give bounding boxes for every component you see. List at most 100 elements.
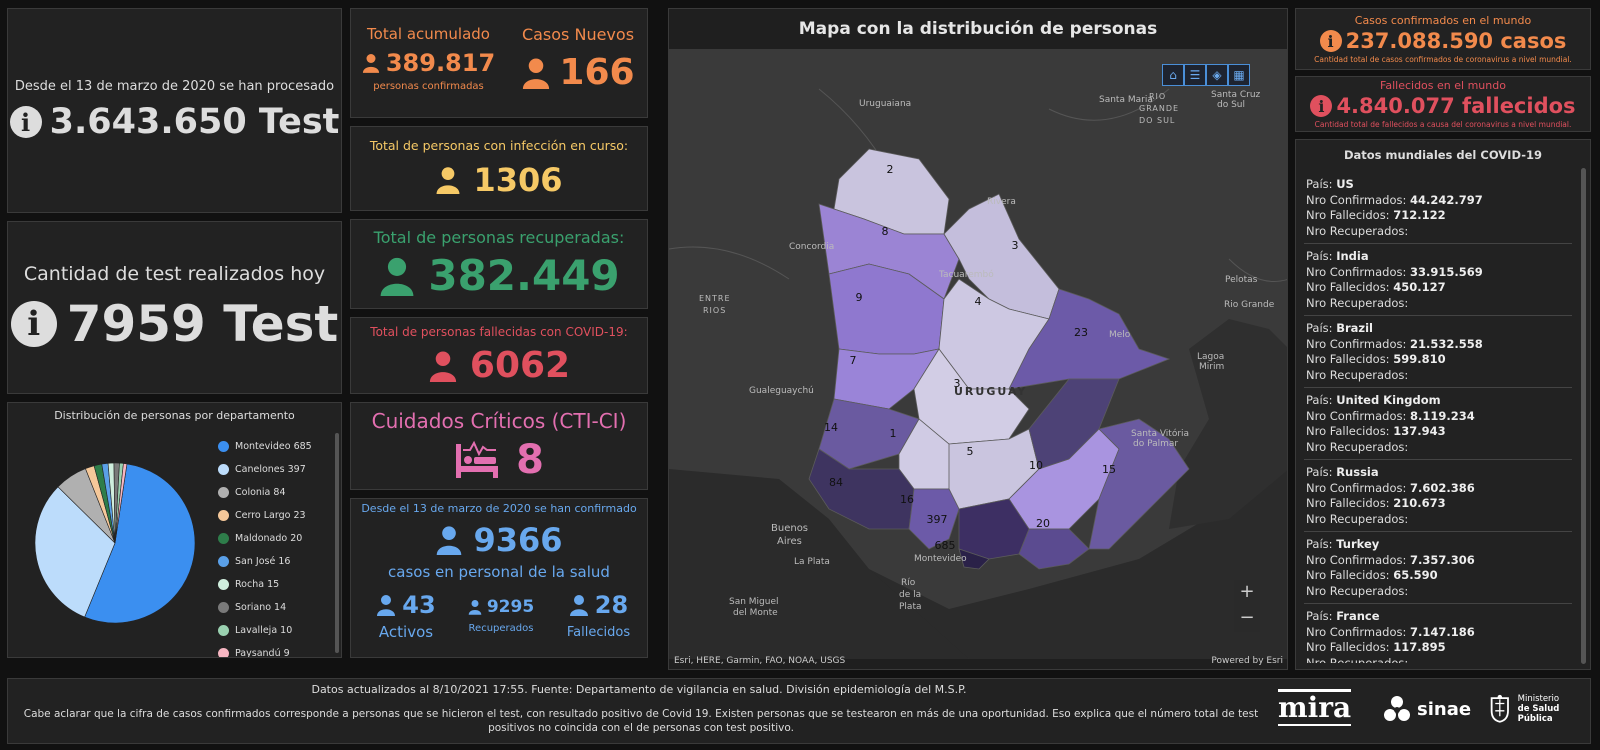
zoom-in-button[interactable]: + — [1234, 580, 1260, 606]
country-item[interactable]: País: Russia Nro Confirmados: 7.602.386 Nr… — [1304, 460, 1572, 532]
country-field-label: Nro Fallecidos: — [1306, 208, 1390, 222]
person-icon — [429, 350, 456, 382]
tests-total-panel: Desde el 13 de marzo de 2020 se han proc… — [7, 8, 342, 213]
country-field-label: Nro Recuperados: — [1306, 439, 1409, 454]
legend-item[interactable]: San José 16 — [218, 550, 328, 573]
place-label: RIOS — [703, 306, 726, 315]
place-label: Plata — [899, 602, 922, 612]
health-staff-sub: casos en personal de la salud — [388, 563, 610, 581]
dept-rocha — [1088, 418, 1190, 550]
legend-item[interactable]: Lavalleja 10 — [218, 619, 328, 642]
legend-label: San José 16 — [235, 556, 291, 567]
uruguay-map[interactable]: Uruguaiana Santa Maria RIO GRANDE DO SUL… — [669, 49, 1288, 659]
legend-item[interactable]: Cerro Largo 23 — [218, 504, 328, 527]
legend-item[interactable]: Canelones 397 — [218, 458, 328, 481]
place-label: del Monte — [733, 608, 778, 618]
dept-count: 397 — [927, 513, 948, 526]
country-field-label: País: — [1306, 321, 1333, 335]
home-icon[interactable]: ⌂ — [1162, 64, 1184, 86]
country-item[interactable]: País: US Nro Confirmados: 44.242.797 Nro F… — [1304, 172, 1572, 244]
country-field-label: Nro Confirmados: — [1306, 192, 1407, 207]
pie-slice-canelones[interactable] — [34, 486, 116, 618]
legend-item[interactable]: Rocha 15 — [218, 573, 328, 596]
new-cases-value: 166 — [559, 52, 635, 93]
country-item[interactable]: País: Turkey Nro Confirmados: 7.357.306 Nr… — [1304, 532, 1572, 604]
critical-care-value: 8 — [516, 437, 544, 483]
dept-count: 84 — [829, 476, 843, 489]
country-field-value: 21.532.558 — [1410, 336, 1483, 351]
country-field-label: Nro Fallecidos: — [1306, 352, 1390, 366]
dept-count: 685 — [935, 539, 956, 552]
staff-recovered-label: Recuperados — [468, 623, 534, 634]
legend-label: Montevideo 685 — [235, 441, 312, 452]
country-field-label: Nro Recuperados: — [1306, 511, 1409, 526]
pie-slice-montevideo[interactable] — [84, 463, 196, 624]
pie-chart-title: Distribución de personas por departament… — [54, 409, 295, 422]
country-field-value: United Kingdom — [1336, 393, 1441, 407]
layers-icon[interactable]: ◈ — [1206, 64, 1228, 86]
place-label: Concordia — [789, 242, 834, 252]
place-label: ENTRE — [699, 294, 731, 303]
dept-maldonado — [1018, 528, 1090, 570]
country-field-label: País: — [1306, 609, 1333, 623]
dept-count: 16 — [900, 493, 914, 506]
country-list[interactable]: País: US Nro Confirmados: 44.242.797 Nro F… — [1304, 172, 1572, 663]
list-icon[interactable]: ☰ — [1184, 64, 1206, 86]
legend-swatch — [218, 533, 229, 544]
place-label: La Plata — [794, 557, 830, 567]
legend-label: Canelones 397 — [235, 464, 306, 475]
tests-total-value: 3.643.650 Test — [49, 102, 340, 142]
staff-deceased-label: Fallecidos — [566, 625, 631, 640]
logo-sinae: sinae — [1383, 695, 1471, 723]
accumulated-value: 389.817 — [385, 49, 496, 77]
legend-item[interactable]: Maldonado 20 — [218, 527, 328, 550]
world-confirmed-title: Casos confirmados en el mundo — [1354, 14, 1532, 27]
place-label: Rio Grande — [1224, 300, 1275, 310]
country-item[interactable]: País: Brazil Nro Confirmados: 21.532.558 N… — [1304, 316, 1572, 388]
place-label: Santa Maria — [1099, 95, 1153, 105]
country-item[interactable]: País: United Kingdom Nro Confirmados: 8.1… — [1304, 388, 1572, 460]
place-label: Aires — [777, 536, 802, 547]
country-field-value: Russia — [1336, 465, 1379, 479]
dept-count: 23 — [1074, 326, 1088, 339]
place-label: Santa Cruz — [1211, 90, 1261, 100]
info-icon: i — [1319, 30, 1342, 52]
place-label: Santa Vitória — [1131, 428, 1189, 439]
accumulated-title: Total acumulado — [367, 25, 490, 43]
list-scrollbar[interactable] — [1581, 168, 1586, 664]
legend-item[interactable]: Colonia 84 — [218, 481, 328, 504]
place-label: RIO — [1149, 92, 1166, 101]
legend-label: Cerro Largo 23 — [235, 510, 306, 521]
person-icon — [569, 595, 588, 616]
tests-today-panel: Cantidad de test realizados hoy i 7959 T… — [7, 221, 342, 394]
country-field-value: 33.915.569 — [1410, 264, 1483, 279]
footer-disclaimer-text: Cabe aclarar que la cifra de casos confi… — [23, 708, 1259, 734]
country-item[interactable]: País: India Nro Confirmados: 33.915.569 Nr… — [1304, 244, 1572, 316]
logo-mira-text: mira — [1278, 689, 1352, 726]
legend-scrollbar[interactable] — [335, 433, 339, 653]
pie-slice-paysand-[interactable] — [114, 463, 128, 544]
country-field-value: 117.895 — [1393, 640, 1446, 654]
country-item[interactable]: País: France Nro Confirmados: 7.147.186 Nr… — [1304, 604, 1572, 663]
dept-count: 9 — [856, 291, 863, 304]
legend-item[interactable]: Montevideo 685 — [218, 435, 328, 458]
place-label: Uruguaiana — [859, 99, 911, 109]
place-label: Buenos — [771, 523, 808, 534]
legend-item[interactable]: Soriano 14 — [218, 596, 328, 619]
legend-item[interactable]: Paysandú 9 — [218, 642, 328, 657]
place-label: DO SUL — [1139, 116, 1175, 125]
country-field-value: 599.810 — [1393, 352, 1446, 366]
country-field-label: Nro Confirmados: — [1306, 336, 1407, 351]
country-field-label: País: — [1306, 249, 1333, 263]
country-field-label: Nro Recuperados: — [1306, 583, 1409, 598]
dept-montevideo — [958, 548, 990, 570]
legend-label: Colonia 84 — [235, 487, 286, 498]
place-label: do Palmar — [1133, 439, 1178, 449]
map-powered-by[interactable]: Powered by Esri — [1211, 656, 1283, 666]
zoom-out-button[interactable]: − — [1234, 606, 1260, 632]
qr-icon[interactable]: ▦ — [1228, 64, 1250, 86]
critical-care-title: Cuidados Críticos (CTI-CI) — [371, 409, 627, 433]
active-infections-value: 1306 — [473, 161, 563, 199]
info-icon: i — [9, 106, 42, 138]
map-panel: Mapa con la distribución de personas — [668, 8, 1288, 670]
